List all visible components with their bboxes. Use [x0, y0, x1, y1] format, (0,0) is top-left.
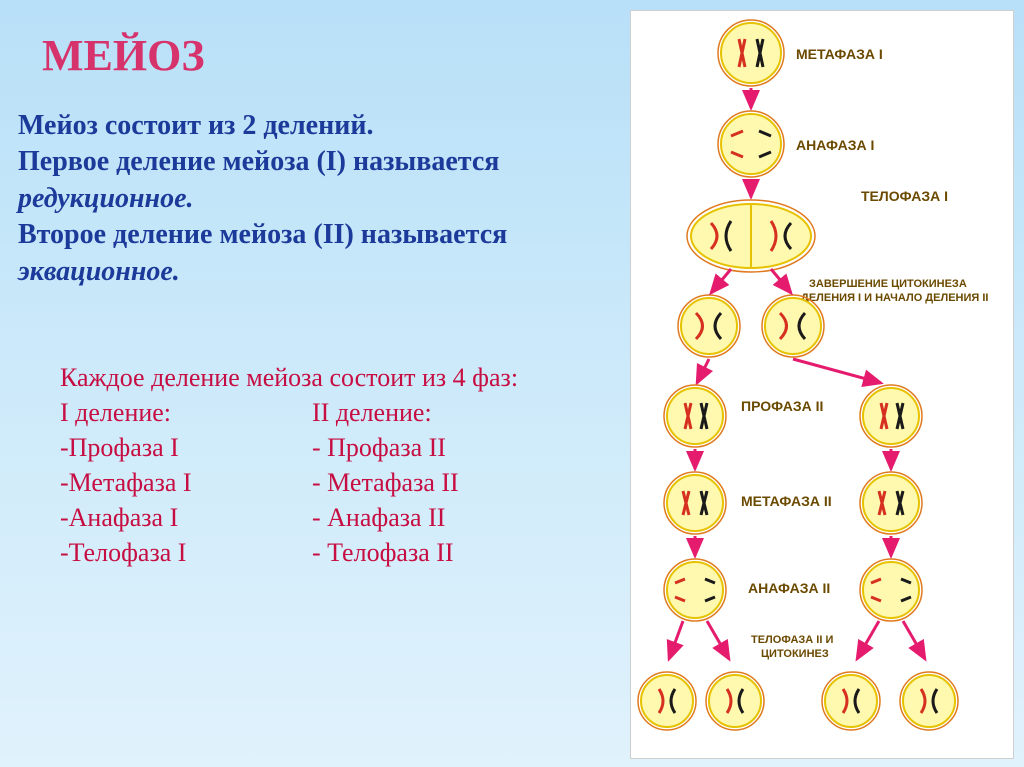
label-telophase2-l2: ЦИТОКИНЕЗ: [761, 648, 829, 660]
col2-item-2: - Анафаза II: [312, 500, 482, 535]
col2-item-1: - Метафаза II: [312, 465, 482, 500]
cell-metaphase2-l: [664, 472, 726, 534]
label-metaphase1: МЕТАФАЗА I: [796, 46, 883, 62]
cell-pair-cytokinesis: [678, 295, 824, 357]
intro-line-3a: Второе деление мейоза (II) называется: [18, 217, 507, 253]
label-telophase1: ТЕЛОФАЗА I: [861, 188, 948, 204]
label-cytokinesis-l1: ЗАВЕРШЕНИЕ ЦИТОКИНЕЗА: [809, 278, 967, 290]
arrow-split-r: [771, 269, 791, 293]
cell-anaphase2-l: [664, 559, 726, 621]
cell-metaphase1: [718, 20, 784, 86]
cell-final-2: [706, 672, 764, 730]
cell-anaphase1: [718, 111, 784, 177]
intro-block: Мейоз состоит из 2 делений. Первое делен…: [18, 108, 507, 290]
cell-metaphase2-r: [860, 472, 922, 534]
col2-item-3: - Телофаза II: [312, 535, 482, 570]
label-anaphase2: АНАФАЗА II: [748, 580, 830, 596]
cell-anaphase2-r: [860, 559, 922, 621]
label-anaphase1: АНАФАЗА I: [796, 137, 874, 153]
label-prophase2: ПРОФАЗА II: [741, 398, 823, 414]
col1-item-3: -Телофаза I: [60, 535, 230, 570]
arrow-3r: [793, 359, 881, 383]
cell-telophase1: [687, 200, 815, 272]
cell-prophase2-r: [860, 385, 922, 447]
label-cytokinesis-l2: ДЕЛЕНИЯ I И НАЧАЛО ДЕЛЕНИЯ II: [801, 292, 988, 304]
intro-line-2a: Первое деление мейоза (I) называется: [18, 144, 507, 180]
cell-final-3: [822, 672, 880, 730]
intro-line-1: Мейоз состоит из 2 делений.: [18, 108, 507, 144]
intro-line-2b: редукционное.: [18, 181, 507, 217]
cell-final-1: [638, 672, 696, 730]
cell-final-4: [900, 672, 958, 730]
cell-prophase2-l: [664, 385, 726, 447]
arrow-6lr: [707, 621, 729, 659]
page-title: МЕЙОЗ: [42, 30, 205, 81]
phases-heading: Каждое деление мейоза состоит из 4 фаз:: [60, 360, 518, 395]
col2-title: II деление:: [312, 395, 482, 430]
col1-title: I деление:: [60, 395, 230, 430]
intro-line-3b: эквационное.: [18, 254, 507, 290]
arrow-6rr: [903, 621, 925, 659]
col1-item-2: -Анафаза I: [60, 500, 230, 535]
col1-item-1: -Метафаза I: [60, 465, 230, 500]
label-metaphase2: МЕТАФАЗА II: [741, 493, 832, 509]
arrow-3l: [697, 359, 709, 383]
col2-item-0: - Профаза II: [312, 430, 482, 465]
arrow-split-l: [711, 269, 731, 293]
arrow-6ll: [669, 621, 683, 659]
phases-block: Каждое деление мейоза состоит из 4 фаз: …: [60, 360, 518, 571]
col1-item-0: -Профаза I: [60, 430, 230, 465]
meiosis-diagram: МЕТАФАЗА I АНАФАЗА I ТЕЛОФАЗА I ЗАВЕРШЕН…: [630, 10, 1014, 759]
arrow-6rl: [857, 621, 879, 659]
label-telophase2-l1: ТЕЛОФАЗА II И: [751, 634, 833, 646]
